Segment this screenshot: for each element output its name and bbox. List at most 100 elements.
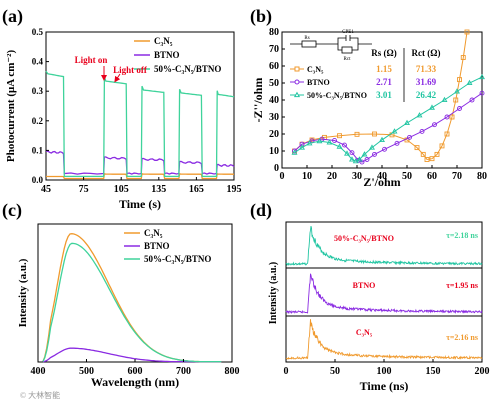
panel-b-legend-label-c3n5: C₃N₅ — [307, 65, 324, 74]
panel-c-xtick-label: 800 — [225, 366, 240, 377]
annotation-light-on: Light on — [75, 55, 108, 65]
panel-d-label-50-c3n5-btno: 50%-C₃N₅/BTNO — [334, 234, 394, 243]
panel-b-point-c3n5 — [439, 143, 445, 149]
panel-b-xlabel: Z'/ohm — [363, 175, 400, 189]
panel-b-point-btno — [364, 157, 370, 162]
panel-b-point-c3n5 — [444, 131, 450, 137]
panel-a-legend-label-btno: BTNO — [154, 50, 180, 60]
table-header-rs: Rs (Ω) — [371, 48, 396, 58]
panel-a-xtick-label: 45 — [41, 184, 51, 195]
panel-b-point-50-c3n5-btno — [416, 112, 423, 118]
table-rs-c3n5: 1.15 — [376, 64, 392, 74]
panel-a-ytick-label: 0.0 — [32, 175, 44, 185]
circuit-cpe — [345, 35, 351, 41]
panel-label-c: (c) — [2, 200, 22, 221]
panel-d-xtick-label: 0 — [284, 366, 289, 377]
panel-b-xtick-label: 70 — [452, 171, 462, 182]
panel-b-legend-label-50-c3n5-btno: 50%-C₃N₅/BTNO — [307, 91, 367, 100]
panel-b-point-50-c3n5-btno — [316, 137, 323, 144]
annotation-arrow-off — [114, 73, 121, 83]
panel-b-point-btno — [382, 146, 387, 152]
panel-c-xtick-label: 600 — [128, 366, 143, 377]
panel-b-point-50-c3n5-btno — [479, 73, 485, 80]
panel-a-legend-label-50-c3n5-btno: 50%-C₃N₅/BTNO — [154, 64, 221, 74]
panel-d-xtick-label: 50 — [330, 366, 340, 377]
equivalent-circuit-diagram: Rs CPE1 Rct — [290, 30, 372, 62]
panel-b-ytick-label: 10 — [269, 146, 279, 157]
panel-b-ytick-label: 30 — [269, 112, 279, 123]
panel-c-xtick-label: 700 — [176, 366, 191, 377]
circuit-resistor-rs — [301, 40, 317, 48]
panel-b-point-btno — [394, 140, 400, 146]
panel-label-b: (b) — [250, 6, 272, 27]
circuit-label-rct: Rct — [344, 57, 352, 62]
panel-b-xtick-label: 40 — [377, 171, 387, 182]
panel-b-point-btno — [479, 90, 485, 96]
panel-a-legend-label-c3n5: C₃N₅ — [154, 36, 173, 46]
panel-b-point-btno — [342, 142, 347, 148]
panel-b-point-c3n5 — [457, 77, 462, 83]
panel-d-tau-50-c3n5-btno: τ=2.18 ns — [446, 231, 478, 240]
panel-a-ytick-label: 0.1 — [32, 145, 44, 155]
panel-c-legend: C₃N₅ BTNO 50%-C₃N₅/BTNO — [124, 228, 211, 264]
panel-b-line-50-c3n5-btno — [294, 76, 483, 162]
panel-d-chart: 0 50 100 150 200 Time (ns) Intensity (a.u.) … — [268, 221, 490, 393]
panel-b-xtick-label: 60 — [427, 171, 437, 182]
panel-d-xtick-label: 100 — [377, 366, 392, 377]
panel-b-ytick-label: 60 — [269, 61, 279, 72]
panel-b-legend-marker-c3n5 — [294, 66, 300, 72]
panel-b-ytick-label: 50 — [269, 78, 279, 89]
panel-b-ytick-label: 40 — [269, 95, 279, 106]
panel-b-xtick-label: 20 — [327, 171, 337, 182]
panel-a-series-50-c3n5-btno — [45, 70, 235, 178]
panel-a-series-btno — [45, 150, 235, 175]
panel-b-point-c3n5 — [449, 114, 455, 120]
panel-b-point-50-c3n5-btno — [299, 144, 305, 150]
panel-b-chart: 0 10 20 30 40 50 60 70 80 0 10 20 30 40 50 60 70 80 Z'/oh… — [251, 27, 487, 189]
panel-b-point-c3n5 — [429, 156, 435, 162]
panel-b-xtick-label: 50 — [402, 171, 412, 182]
panel-b-point-c3n5 — [414, 145, 420, 151]
panel-b-point-btno — [372, 151, 377, 157]
panel-d-label-btno: BTNO — [353, 281, 376, 290]
panel-b-point-c3n5 — [464, 29, 470, 35]
panel-c-frame — [37, 223, 233, 363]
panel-c-legend-label-c3n5: C₃N₅ — [144, 228, 163, 238]
panel-c-legend-label-btno: BTNO — [144, 241, 170, 251]
panel-b-point-50-c3n5-btno — [441, 96, 448, 103]
panel-b-point-c3n5 — [354, 131, 360, 137]
panel-a-ytick-label: 0.3 — [32, 86, 44, 96]
panel-c-ylabel: Intensity (a.u.) — [17, 258, 29, 327]
panel-b-point-btno — [469, 97, 475, 103]
panel-a-xtick-label: 195 — [227, 184, 242, 195]
panel-a-series-c3n5 — [45, 172, 235, 180]
impedance-table: Rs (Ω) Rct (Ω) 1.15 71.33 2.71 31.69 3.01 26.… — [290, 48, 440, 102]
panel-b-point-btno — [444, 114, 450, 120]
panel-d-xtick-label: 150 — [426, 366, 441, 377]
panel-a-xtick-label: 105 — [114, 184, 129, 195]
panel-b-point-btno — [359, 159, 365, 165]
panel-c-xlabel: Wavelength (nm) — [91, 375, 179, 389]
panel-b-point-50-c3n5-btno — [356, 156, 363, 162]
panel-b-line-c3n5 — [294, 31, 468, 161]
panel-a-chart: 45 75 105 135 165 195 0.0 0.1 0.2 0.3 0.4 0.5 Time … — [5, 27, 242, 211]
table-rs-btno: 2.71 — [376, 77, 392, 87]
panel-b-point-50-c3n5-btno — [344, 150, 350, 156]
table-header-rct: Rct (Ω) — [412, 48, 441, 58]
panel-b-point-50-c3n5-btno — [349, 156, 355, 162]
panel-d-ylabel: Intensity (a.u.) — [268, 262, 279, 325]
circuit-label-cpe: CPE1 — [342, 30, 354, 35]
panel-c-chart: 400 500 600 700 800 Wavelength (nm) Intensit… — [17, 223, 240, 389]
panel-d-dividers — [286, 267, 482, 317]
panel-d-tau-c3n5: τ=2.16 ns — [446, 333, 478, 342]
panel-b-point-50-c3n5-btno — [291, 149, 298, 155]
panel-b-point-50-c3n5-btno — [404, 119, 410, 125]
panel-label-d: (d) — [250, 200, 272, 221]
panel-c-series-50-c3n5-btno — [42, 242, 222, 363]
circuit-wires — [290, 37, 372, 51]
circuit-resistor-rct — [341, 46, 353, 54]
panel-b-point-50-c3n5-btno — [429, 104, 435, 110]
table-rct-btno: 31.69 — [416, 77, 437, 87]
panel-a-frame — [45, 31, 235, 181]
